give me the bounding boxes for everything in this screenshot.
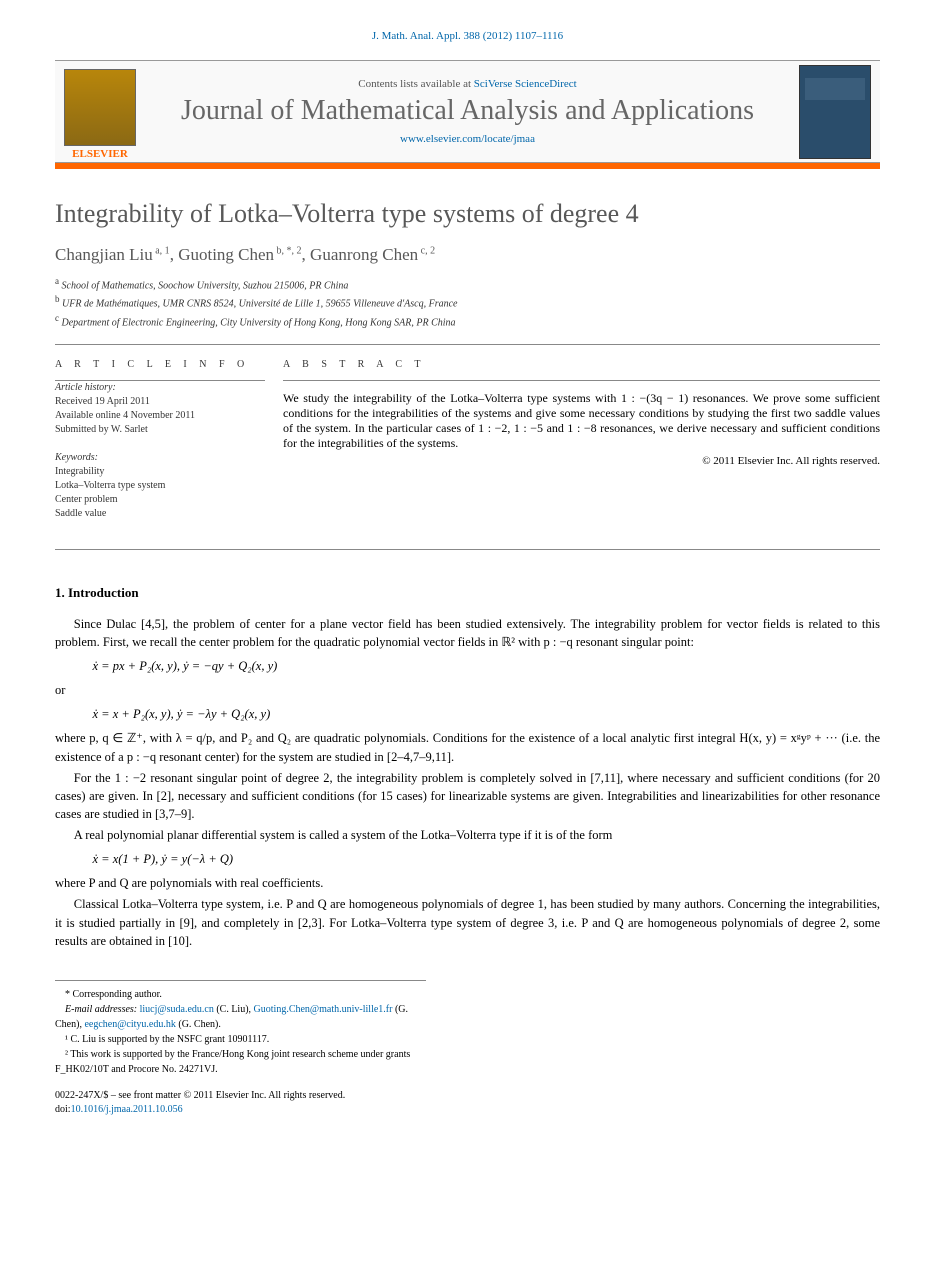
info-abstract-block: A R T I C L E I N F O Article history: R… [55, 344, 880, 550]
footnote-2: ² This work is supported by the France/H… [55, 1047, 426, 1077]
publisher-name: ELSEVIER [72, 148, 128, 160]
email-link-3[interactable]: eegchen@cityu.edu.hk [84, 1019, 175, 1030]
front-matter-line: 0022-247X/$ – see front matter © 2011 El… [55, 1089, 880, 1103]
doi-link[interactable]: 10.1016/j.jmaa.2011.10.056 [71, 1104, 183, 1115]
contents-prefix: Contents lists available at [358, 78, 473, 90]
section-introduction: 1. Introduction Since Dulac [4,5], the p… [55, 584, 880, 950]
affiliation-c: Department of Electronic Engineering, Ci… [62, 317, 456, 328]
journal-name: Journal of Mathematical Analysis and App… [155, 96, 780, 127]
journal-banner: ELSEVIER Contents lists available at Sci… [55, 60, 880, 163]
keyword-0: Integrability [55, 465, 265, 479]
equation-2: ẋ = x + P₂(x, y), ẏ = −λy + Q₂(x, y) [93, 705, 881, 723]
affiliation-a: School of Mathematics, Soochow Universit… [62, 280, 349, 291]
contents-lists-line: Contents lists available at SciVerse Sci… [155, 78, 780, 90]
journal-cover-icon [799, 65, 871, 159]
or-text: or [55, 681, 880, 699]
affiliation-b: UFR de Mathématiques, UMR CNRS 8524, Uni… [62, 299, 457, 310]
keywords-heading: Keywords: [55, 451, 265, 465]
section-heading: 1. Introduction [55, 584, 880, 603]
history-received: Received 19 April 2011 [55, 395, 265, 409]
corresponding-author: * Corresponding author. [55, 987, 426, 1002]
para-5: where P and Q are polynomials with real … [55, 874, 880, 892]
email-who-3: (G. Chen). [176, 1019, 221, 1030]
article-info-label: A R T I C L E I N F O [55, 359, 265, 370]
para-6: Classical Lotka–Volterra type system, i.… [55, 895, 880, 949]
authors-line: Changjian Liu a, 1, Guoting Chen b, *, 2… [55, 245, 880, 265]
para-1: Since Dulac [4,5], the problem of center… [55, 615, 880, 651]
email-who-1: (C. Liu), [214, 1004, 254, 1015]
equation-3: ẋ = x(1 + P), ẏ = y(−λ + Q) [93, 850, 881, 868]
para-4: A real polynomial planar differential sy… [55, 826, 880, 844]
equation-1: ẋ = px + P₂(x, y), ẏ = −qy + Q₂(x, y) [93, 657, 881, 675]
footnotes: * Corresponding author. E-mail addresses… [55, 980, 426, 1077]
doi-label: doi: [55, 1104, 71, 1115]
keyword-1: Lotka–Volterra type system [55, 479, 265, 493]
sciencedirect-link[interactable]: SciVerse ScienceDirect [474, 78, 577, 90]
copyright-line: © 2011 Elsevier Inc. All rights reserved… [283, 455, 880, 467]
email-addresses: E-mail addresses: liucj@suda.edu.cn (C. … [55, 1002, 426, 1032]
abstract-label: A B S T R A C T [283, 359, 880, 370]
keyword-2: Center problem [55, 493, 265, 507]
article-title: Integrability of Lotka–Volterra type sys… [55, 199, 880, 229]
keyword-3: Saddle value [55, 507, 265, 521]
journal-homepage-link[interactable]: www.elsevier.com/locate/jmaa [155, 133, 780, 145]
email-label: E-mail addresses: [65, 1004, 137, 1015]
bottom-block: 0022-247X/$ – see front matter © 2011 El… [55, 1089, 880, 1117]
email-link-2[interactable]: Guoting.Chen@math.univ-lille1.fr [254, 1004, 393, 1015]
para-3: For the 1 : −2 resonant singular point o… [55, 769, 880, 823]
para-2: where p, q ∈ ℤ⁺, with λ = q/p, and P₂ an… [55, 729, 880, 765]
history-heading: Article history: [55, 381, 265, 395]
elsevier-tree-icon [64, 69, 136, 146]
history-online: Available online 4 November 2011 [55, 409, 265, 423]
publisher-logo-block: ELSEVIER [55, 61, 145, 162]
footnote-1: ¹ C. Liu is supported by the NSFC grant … [55, 1032, 426, 1047]
affiliations: a School of Mathematics, Soochow Univers… [55, 275, 880, 330]
orange-divider [55, 163, 880, 169]
abstract-text: We study the integrability of the Lotka–… [283, 391, 880, 451]
cover-thumbnail-block [790, 61, 880, 162]
history-submitted: Submitted by W. Sarlet [55, 423, 265, 437]
header-citation: J. Math. Anal. Appl. 388 (2012) 1107–111… [55, 30, 880, 42]
email-link-1[interactable]: liucj@suda.edu.cn [140, 1004, 214, 1015]
